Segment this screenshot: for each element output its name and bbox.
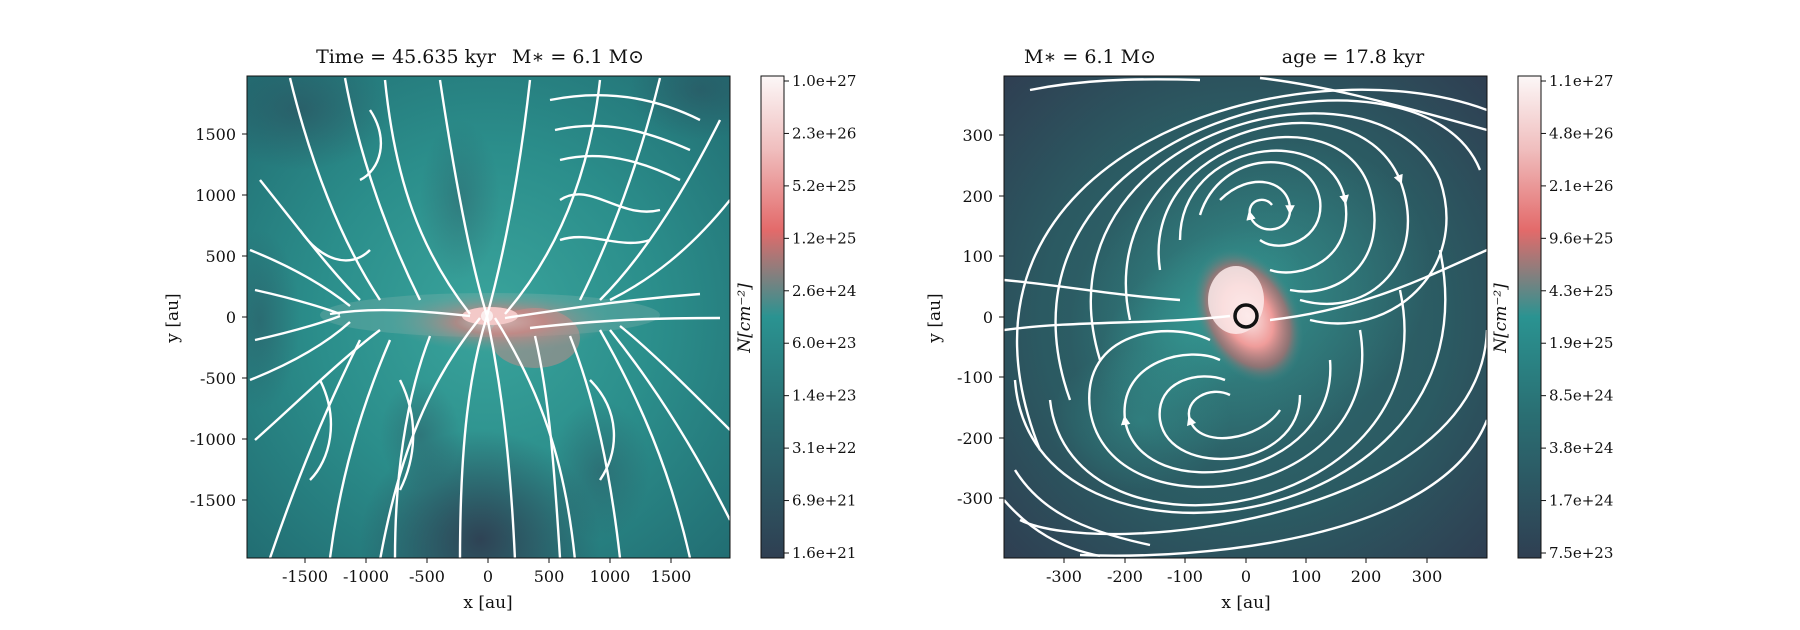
left-ytick-label: 500 [205,247,236,266]
colorbar-tick-label: 8.5e+24 [1549,387,1613,405]
left-xtick-label: -1000 [343,567,389,586]
left-ytick-label: -500 [200,369,236,388]
right-colorbar-label: N[cm⁻²] [1491,283,1511,354]
right-xtick-label: -300 [1046,567,1082,586]
colorbar-tick-label: 2.1e+26 [1549,177,1613,195]
left-colorbar: N[cm⁻²] 1.0e+27 2.3e+26 5.2e+25 1.2e+25 2.6e… [735,72,856,562]
colorbar-tick-label: 7.5e+23 [1549,544,1613,562]
right-xtick-label: 200 [1351,567,1382,586]
left-ytick-label: 1500 [195,125,236,144]
right-x-axis-label: x [au] [1221,593,1270,613]
colorbar-tick-label: 2.3e+26 [792,124,856,142]
colorbar-tick-label: 1.4e+23 [792,387,856,405]
left-colorbar-ticks: 1.0e+27 2.3e+26 5.2e+25 1.2e+25 2.6e+24 6.0e+… [784,72,856,562]
colorbar-tick-label: 1.7e+24 [1549,492,1613,510]
right-y-axis-label: y [au] [925,293,945,343]
left-streamlines [249,77,730,558]
right-ytick-label: 200 [962,187,993,206]
left-y-axis-label: y [au] [163,293,183,343]
colorbar-tick-label: 4.3e+25 [1549,282,1613,300]
right-colorbar-ticks: 1.1e+27 4.8e+26 2.1e+26 9.6e+25 4.3e+25 1.9e+… [1541,72,1613,562]
right-ytick-label: -200 [957,429,993,448]
right-ytick-label: 300 [962,126,993,145]
left-colorbar-label: N[cm⁻²] [735,283,755,354]
colorbar-tick-label: 9.6e+25 [1549,229,1613,247]
right-xtick-label: 0 [1241,567,1251,586]
left-ytick-label: 1000 [195,186,236,205]
left-ytick-label: -1500 [190,491,236,510]
panel-right-title-age: age = 17.8 kyr [1282,46,1425,68]
left-x-axis: -1500 -1000 -500 0 500 1000 1500 x [au] [282,558,691,613]
panel-left: Time = 45.635 kyr M∗ = 6.1 M⊙ [163,46,856,613]
colorbar-tick-label: 6.9e+21 [792,492,856,510]
right-xtick-label: 300 [1412,567,1443,586]
right-ytick-label: -100 [957,368,993,387]
colorbar-tick-label: 3.8e+24 [1549,439,1613,457]
colorbar-tick-label: 1.9e+25 [1549,334,1613,352]
left-xtick-label: -1500 [282,567,328,586]
panel-right-title-mass: M∗ = 6.1 M⊙ [1024,46,1156,68]
left-xtick-label: 1000 [590,567,631,586]
colorbar-tick-label: 1.6e+21 [792,544,856,562]
right-x-axis: -300 -200 -100 0 100 200 300 x [au] [1046,558,1442,613]
right-xtick-label: -200 [1107,567,1143,586]
colorbar-tick-label: 2.6e+24 [792,282,856,300]
right-colorbar: N[cm⁻²] 1.1e+27 4.8e+26 2.1e+26 9.6e+25 4.3e… [1491,72,1613,562]
right-y-axis: 300 200 100 0 -100 -200 -300 y [au] [925,126,1004,508]
left-x-axis-label: x [au] [463,593,512,613]
left-xtick-label: -500 [409,567,445,586]
right-xtick-label: -100 [1167,567,1203,586]
panel-left-title-mass: M∗ = 6.1 M⊙ [512,46,644,68]
right-ytick-label: 100 [962,247,993,266]
right-ytick-label: -300 [957,489,993,508]
panel-left-title-time: Time = 45.635 kyr [316,46,497,68]
colorbar-tick-label: 3.1e+22 [792,439,856,457]
left-ytick-label: 0 [226,308,236,327]
colorbar-tick-label: 6.0e+23 [792,334,856,352]
sink-particle-marker [1233,303,1259,329]
colorbar-tick-label: 4.8e+26 [1549,124,1613,142]
left-ytick-label: -1000 [190,430,236,449]
right-density-map [1004,76,1487,558]
left-y-axis: 1500 1000 500 0 -500 -1000 -1500 y [au] [163,125,247,510]
left-xtick-label: 0 [483,567,493,586]
panel-right: M∗ = 6.1 M⊙ age = 17.8 kyr [925,46,1613,613]
colorbar-tick-label: 1.2e+25 [792,229,856,247]
colorbar-tick-label: 1.1e+27 [1549,72,1613,90]
right-streamlines [1004,76,1487,558]
left-xtick-label: 500 [534,567,565,586]
left-density-map [247,76,730,558]
colorbar-tick-label: 5.2e+25 [792,177,856,195]
colorbar-tick-label: 1.0e+27 [792,72,856,90]
right-xtick-label: 100 [1291,567,1322,586]
right-ytick-label: 0 [983,308,993,327]
left-xtick-label: 1500 [651,567,692,586]
